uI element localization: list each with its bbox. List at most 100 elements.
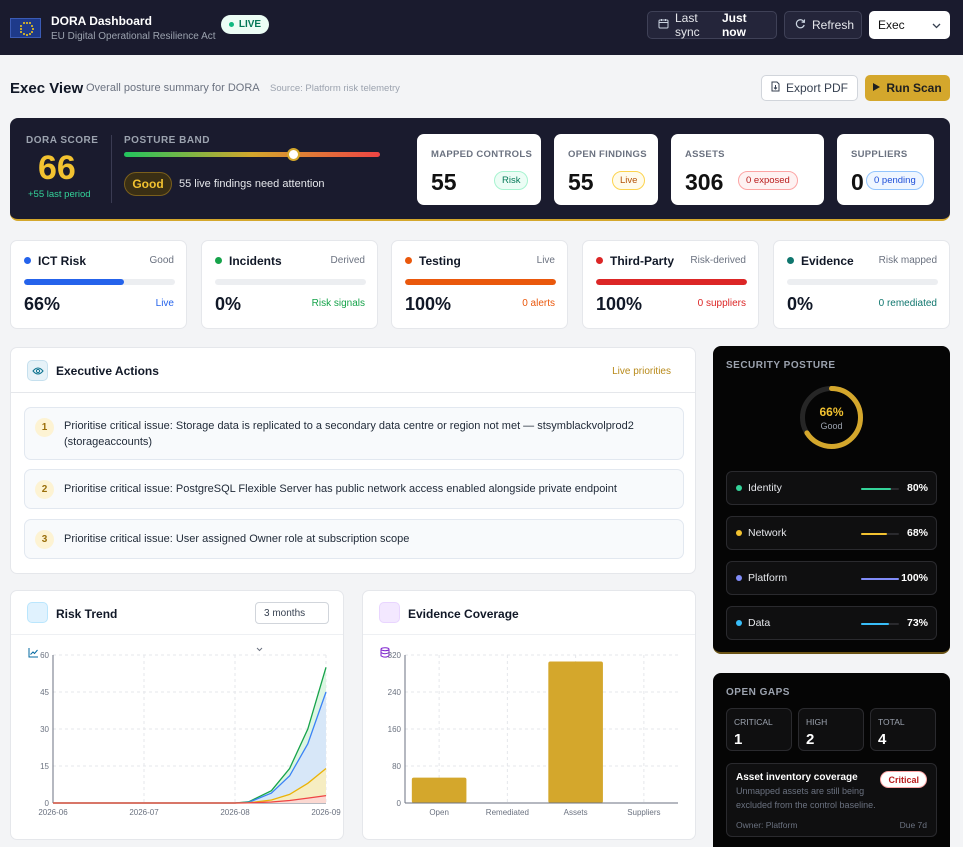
posture-row-network[interactable]: Network 68%	[726, 516, 937, 550]
domain-status: Derived	[330, 255, 365, 266]
last-sync-button[interactable]: Last sync Just now	[647, 11, 777, 39]
security-posture-panel: SECURITY POSTURE 66% Good Identity 80% N…	[713, 346, 950, 654]
flag-star	[22, 22, 25, 25]
posture-row-fill	[861, 533, 887, 535]
status-dot	[596, 257, 603, 264]
y-tick-label: 80	[392, 762, 401, 771]
flag-star	[28, 22, 31, 25]
gap-count-total: TOTAL 4	[870, 708, 936, 751]
export-pdf-button[interactable]: Export PDF	[761, 75, 858, 101]
domain-card-incidents[interactable]: Incidents Derived 0% Risk signals	[201, 240, 378, 329]
open-gaps-panel: OPEN GAPS CRITICAL 1 HIGH 2 TOTAL 4 Asse…	[713, 673, 950, 847]
risk-trend-panel: Risk Trend 3 months 0 15 30 45 60 2026-06 2026…	[10, 590, 344, 840]
domain-name: Third-Party	[610, 254, 675, 268]
live-badge-label: LIVE	[238, 19, 262, 30]
kpi-tag: Live	[612, 171, 646, 190]
domain-card-testing[interactable]: Testing Live 100% 0 alerts	[391, 240, 568, 329]
kpi-suppliers[interactable]: SUPPLIERS 0 0 pending	[837, 134, 934, 205]
evidence-coverage-chart: 0 80 160 240 320 Open Remediated Assets Supplier…	[388, 651, 678, 817]
evidence-coverage-title: Evidence Coverage	[408, 607, 519, 621]
kpi-label: ASSETS	[685, 149, 725, 160]
last-sync-value: Just now	[721, 11, 747, 39]
flag-star	[25, 21, 28, 24]
y-tick-label: 60	[40, 651, 49, 660]
range-select-value: 3 months	[264, 607, 306, 619]
y-tick-label: 45	[40, 688, 49, 697]
data-source-label: Source: Platform risk telemetry	[270, 83, 400, 94]
gap-count-label: HIGH	[806, 717, 828, 727]
posture-row-identity[interactable]: Identity 80%	[726, 471, 937, 505]
domain-name: ICT Risk	[38, 254, 87, 268]
gap-count-label: CRITICAL	[734, 717, 773, 727]
posture-row-name: Identity	[748, 482, 782, 494]
gap-count-value: 1	[734, 731, 743, 748]
view-select[interactable]: Exec	[869, 11, 950, 39]
x-tick-label: Suppliers	[627, 808, 660, 817]
domain-footer: 0 alerts	[522, 298, 555, 309]
kpi-open-findings[interactable]: OPEN FINDINGS 55 Live	[554, 134, 658, 205]
score-label: DORA SCORE	[26, 135, 99, 146]
posture-row-percent: 100%	[901, 572, 928, 584]
kpi-label: MAPPED CONTROLS	[431, 149, 533, 160]
x-tick-label: Remediated	[486, 808, 529, 817]
y-tick-label: 0	[397, 799, 402, 808]
posture-row-name: Network	[748, 527, 787, 539]
open-gaps-label: OPEN GAPS	[726, 687, 790, 698]
action-item[interactable]: 2 Prioritise critical issue: PostgreSQL …	[24, 469, 684, 509]
domain-percent: 100%	[596, 294, 643, 314]
action-item[interactable]: 1 Prioritise critical issue: Storage dat…	[24, 407, 684, 460]
series-area	[53, 795, 326, 803]
status-dot	[215, 257, 222, 264]
calendar-icon	[658, 18, 669, 32]
x-tick-label: Open	[429, 808, 449, 817]
flag-star	[25, 33, 28, 36]
page-title: Exec View	[10, 80, 84, 97]
run-scan-button[interactable]: Run Scan	[865, 75, 950, 101]
domain-name: Evidence	[801, 254, 854, 268]
score-value: 66	[38, 149, 76, 187]
domain-status: Live	[536, 255, 555, 266]
action-number: 1	[35, 418, 54, 437]
domain-footer: 0 remediated	[878, 298, 937, 309]
risk-trend-chart: 0 15 30 45 60 2026-06 2026-07 2026-08 2026-09	[38, 651, 341, 817]
range-select[interactable]: 3 months	[255, 602, 329, 652]
score-delta: +55 last period	[28, 189, 91, 200]
domain-status: Risk mapped	[878, 255, 937, 266]
risk-trend-header: Risk Trend 3 months	[11, 591, 343, 658]
executive-actions-header: Executive Actions Live priorities	[11, 348, 695, 393]
domain-name: Testing	[419, 254, 461, 268]
gap-description: Unmapped assets are still being excluded…	[736, 786, 876, 810]
play-icon	[873, 83, 881, 93]
domain-footer: 0 suppliers	[697, 298, 746, 309]
domain-progress-fill	[24, 279, 124, 285]
y-tick-label: 15	[40, 762, 49, 771]
refresh-button[interactable]: Refresh	[784, 11, 862, 39]
domain-card-third-party[interactable]: Third-Party Risk-derived 100% 0 supplier…	[582, 240, 759, 329]
x-tick-label: 2026-07	[129, 808, 159, 817]
gap-count-label: TOTAL	[878, 717, 905, 727]
posture-row-percent: 80%	[906, 482, 928, 494]
posture-row-data[interactable]: Data 73%	[726, 606, 937, 640]
x-tick-label: 2026-08	[220, 808, 250, 817]
x-tick-label: 2026-09	[311, 808, 341, 817]
live-badge: LIVE	[221, 15, 269, 34]
domain-progress-track	[596, 279, 747, 285]
gap-due: Due 7d	[899, 820, 927, 830]
posture-row-track	[861, 533, 899, 535]
status-dot	[736, 530, 742, 536]
flag-star	[30, 24, 33, 27]
posture-row-name: Platform	[748, 572, 788, 584]
domain-progress-fill	[596, 279, 747, 285]
gap-card[interactable]: Asset inventory coverage Critical Unmapp…	[726, 763, 937, 837]
status-dot	[736, 575, 742, 581]
kpi-value: 0	[851, 169, 864, 195]
kpi-assets[interactable]: ASSETS 306 0 exposed	[671, 134, 824, 205]
kpi-mapped-controls[interactable]: MAPPED CONTROLS 55 Risk	[417, 134, 541, 205]
evidence-coverage-header: Evidence Coverage	[363, 591, 695, 658]
posture-row-platform[interactable]: Platform 100%	[726, 561, 937, 595]
action-item[interactable]: 3 Prioritise critical issue: User assign…	[24, 519, 684, 559]
domain-card-evidence[interactable]: Evidence Risk mapped 0% 0 remediated	[773, 240, 950, 329]
posture-band-knob	[286, 148, 300, 161]
page-subtitle: Overall posture summary for DORA	[86, 82, 260, 94]
domain-card-ict-risk[interactable]: ICT Risk Good 66% Live	[10, 240, 187, 329]
